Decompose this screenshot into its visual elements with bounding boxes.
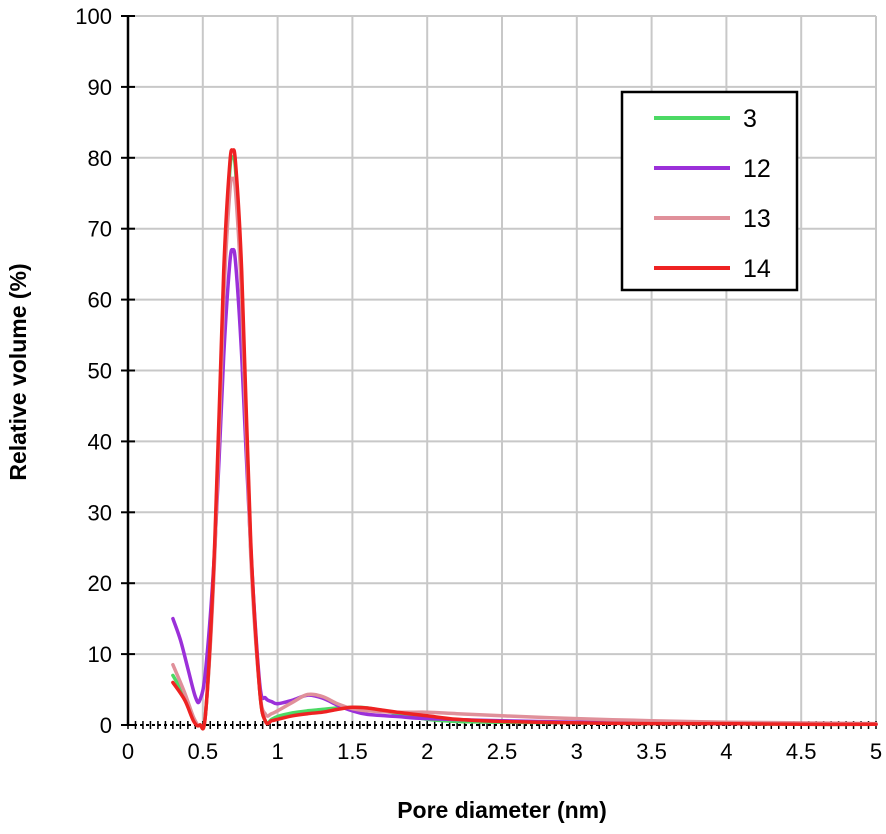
x-tick-label: 4.5 xyxy=(786,739,817,764)
y-tick-label: 80 xyxy=(88,146,112,171)
y-tick-label: 60 xyxy=(88,288,112,313)
y-tick-label: 0 xyxy=(100,713,112,738)
data-series xyxy=(171,148,878,731)
legend-label-13: 13 xyxy=(743,205,771,233)
y-tick-label: 70 xyxy=(88,217,112,242)
y-tick-label: 10 xyxy=(88,642,112,667)
y-tick-label: 40 xyxy=(88,429,112,454)
x-tick-label: 0 xyxy=(122,739,134,764)
x-tick-label: 1 xyxy=(271,739,283,764)
x-tick-label: 0.5 xyxy=(188,739,219,764)
x-axis-title: Pore diameter (nm) xyxy=(397,797,607,823)
x-tick-label: 2 xyxy=(421,739,433,764)
y-tick-label: 20 xyxy=(88,571,112,596)
x-tick-label: 4 xyxy=(720,739,732,764)
x-tick-label: 5 xyxy=(870,739,882,764)
x-tick-label: 3.5 xyxy=(636,739,667,764)
legend-label-14: 14 xyxy=(743,255,771,283)
series-line-14 xyxy=(171,148,878,731)
x-tick-label: 2.5 xyxy=(487,739,518,764)
legend-box xyxy=(620,90,799,292)
y-tick-label: 90 xyxy=(88,75,112,100)
legend-label-12: 12 xyxy=(743,155,771,183)
y-tick-label: 50 xyxy=(88,359,112,384)
legend: 3 12 13 14 xyxy=(620,90,799,292)
tick-labels: 0 0.5 1 1.5 2 2.5 3 3.5 4 4.5 50102030405060708090… xyxy=(75,4,882,764)
x-tick-label: 1.5 xyxy=(337,739,368,764)
x-tick-label: 3 xyxy=(571,739,583,764)
y-axis-title: Relative volume (%) xyxy=(5,263,31,480)
y-tick-label: 30 xyxy=(88,500,112,525)
y-tick-label: 100 xyxy=(75,4,112,29)
legend-label-3: 3 xyxy=(743,105,757,133)
